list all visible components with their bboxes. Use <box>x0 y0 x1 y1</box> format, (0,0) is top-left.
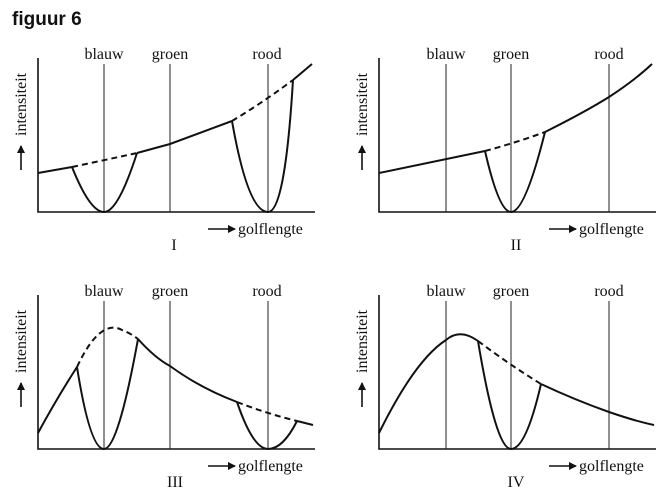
panel-IV-spectrum-dashed <box>477 340 542 385</box>
figure-title: figuur 6 <box>12 9 82 30</box>
panel-I-numeral: I <box>171 237 176 254</box>
panel-IV: blauw groen rood golflengte IV intensite… <box>354 283 656 491</box>
panel-I-spectrum-dashed <box>71 79 294 168</box>
panel-I-absorption-dip-blue <box>71 152 138 214</box>
panel-IV-x-label: golflengte <box>579 458 644 475</box>
panel-III-y-label: intensiteit <box>13 309 30 373</box>
panel-I: blauw groen rood golflengte I intensitei… <box>13 46 315 254</box>
panel-II-spectrum-dashed <box>484 131 546 152</box>
panel-IV-blue-label: blauw <box>426 283 466 300</box>
panel-IV-green-label: groen <box>493 283 529 300</box>
panel-I-x-label: golflengte <box>238 221 303 238</box>
panel-II-y-label: intensiteit <box>354 72 371 136</box>
panel-III-spectrum-dashed <box>76 326 298 422</box>
panel-I-absorption-dip-red <box>231 79 294 214</box>
panel-III-blue-label: blauw <box>84 283 124 300</box>
panel-II-red-label: rood <box>594 46 623 63</box>
panel-II-blue-label: blauw <box>426 46 466 63</box>
panel-II-spectrum-solid <box>378 63 653 174</box>
panel-II: blauw groen rood golflengte II intensite… <box>354 46 656 254</box>
panel-I-spectrum-solid <box>37 63 313 174</box>
panel-III-x-label: golflengte <box>238 458 303 475</box>
panel-III-absorption-dip-blue <box>76 338 139 451</box>
panel-III-red-label: rood <box>252 283 281 300</box>
panel-IV-absorption-dip-green <box>477 340 542 451</box>
panel-IV-y-label: intensiteit <box>354 309 371 373</box>
panel-III-green-label: groen <box>152 283 188 300</box>
panel-IV-axes <box>378 295 656 450</box>
panel-II-green-label: groen <box>493 46 529 63</box>
panel-II-axes <box>378 58 656 213</box>
panel-I-green-label: groen <box>152 46 188 63</box>
panel-II-absorption-dip-green <box>484 131 546 214</box>
panel-III-numeral: III <box>167 474 183 491</box>
panel-III-axes <box>37 295 315 450</box>
panel-I-red-label: rood <box>252 46 281 63</box>
panel-IV-spectrum-solid <box>378 333 655 434</box>
panel-III-absorption-dip-red <box>236 401 298 451</box>
panel-III-spectrum-solid <box>37 338 314 434</box>
panel-IV-red-label: rood <box>594 283 623 300</box>
panel-III: blauw groen rood golflengte III intensit… <box>13 283 315 491</box>
panel-II-numeral: II <box>511 237 522 254</box>
panel-I-axes <box>37 58 315 213</box>
panel-IV-numeral: IV <box>508 474 525 491</box>
panel-II-x-label: golflengte <box>579 221 644 238</box>
panel-I-y-label: intensiteit <box>13 72 30 136</box>
panel-I-blue-label: blauw <box>84 46 124 63</box>
